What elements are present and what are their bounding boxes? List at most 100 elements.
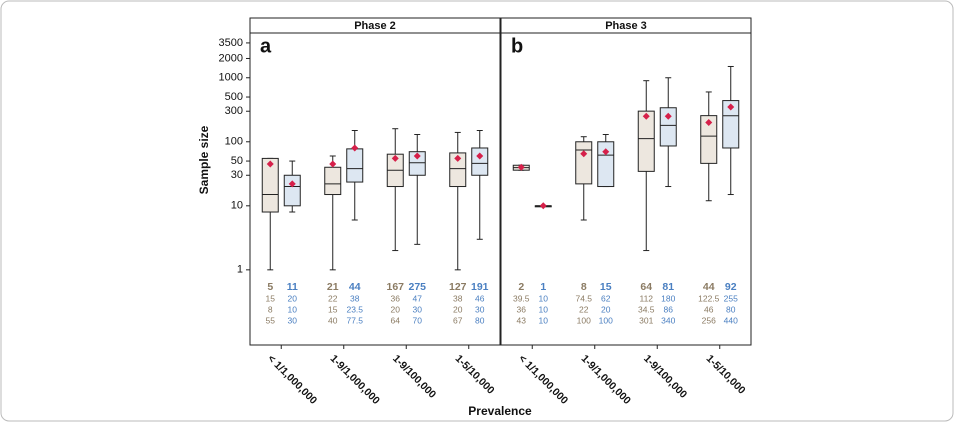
y-axis-label: Sample size <box>197 125 211 194</box>
box <box>637 110 655 172</box>
table-cell: 22 <box>328 293 338 303</box>
box <box>324 166 342 196</box>
table-cell: 43 <box>517 315 527 325</box>
table-cell: 86 <box>664 304 674 314</box>
x-tick-label: 1-9/1,000,000 <box>579 353 633 407</box>
box <box>597 141 615 188</box>
table-cell: 20 <box>601 304 611 314</box>
mean-marker <box>413 152 421 160</box>
table-cell: 440 <box>724 315 738 325</box>
table-cell: 38 <box>350 293 360 303</box>
panel-title: Phase 2 <box>354 20 396 32</box>
table-cell: 80 <box>726 304 736 314</box>
table-cell: 112 <box>639 293 653 303</box>
box <box>700 115 718 164</box>
table-cell: 180 <box>661 293 675 303</box>
table-cell: 39.5 <box>513 293 530 303</box>
table-cell: 301 <box>639 315 653 325</box>
table-cell: 8 <box>581 281 587 293</box>
mean-marker <box>539 202 547 210</box>
table-cell: 30 <box>475 304 485 314</box>
table-cell: 80 <box>475 315 485 325</box>
x-axis-label: Prevalence <box>468 404 532 418</box>
table-cell: 64 <box>391 315 401 325</box>
table-cell: 70 <box>413 315 423 325</box>
table-cell: 15 <box>266 293 276 303</box>
mean-marker <box>602 148 610 156</box>
x-tick-label: 1-9/100,000 <box>641 353 689 401</box>
table-cell: 36 <box>391 293 401 303</box>
mean-marker <box>664 112 672 120</box>
table-cell: 167 <box>386 281 404 293</box>
table-cell: 40 <box>328 315 338 325</box>
table-cell: 20 <box>391 304 401 314</box>
table-cell: 38 <box>453 293 463 303</box>
mean-marker <box>329 160 337 168</box>
panel-label: a <box>260 35 272 57</box>
y-tick-label: 1 <box>237 264 243 276</box>
mean-marker <box>391 154 399 162</box>
box <box>346 148 364 183</box>
mean-marker <box>288 180 296 188</box>
y-tick-label: 2000 <box>219 52 243 64</box>
table-cell: 30 <box>413 304 423 314</box>
table-cell: 44 <box>349 281 361 293</box>
x-tick-label: 1-9/100,000 <box>390 353 438 401</box>
mean-marker <box>517 163 525 171</box>
table-cell: 5 <box>267 281 273 293</box>
panel-header <box>500 17 752 34</box>
y-tick-label: 3500 <box>219 37 243 49</box>
box <box>471 147 489 176</box>
mean-marker <box>454 154 462 162</box>
table-cell: 275 <box>408 281 426 293</box>
table-cell: 74.5 <box>575 293 592 303</box>
y-tick-label: 50 <box>231 155 243 167</box>
panel-header <box>249 17 501 34</box>
table-cell: 81 <box>662 281 674 293</box>
table-cell: 92 <box>725 281 737 293</box>
table-cell: 77.5 <box>346 315 363 325</box>
table-cell: 2 <box>518 281 524 293</box>
box <box>449 152 467 188</box>
y-tick-label: 500 <box>225 91 243 103</box>
table-cell: 8 <box>268 304 273 314</box>
table-cell: 44 <box>703 281 715 293</box>
table-cell: 64 <box>640 281 652 293</box>
table-cell: 10 <box>288 304 298 314</box>
table-cell: 62 <box>601 293 611 303</box>
mean-marker <box>705 119 713 127</box>
table-cell: 34.5 <box>638 304 655 314</box>
table-cell: 20 <box>453 304 463 314</box>
x-tick-label: 1-5/10,000 <box>704 353 748 397</box>
panel-title: Phase 3 <box>605 20 647 32</box>
mean-marker <box>351 144 359 152</box>
table-cell: 191 <box>471 281 489 293</box>
table-cell: 256 <box>702 315 716 325</box>
mean-marker <box>476 152 484 160</box>
box <box>408 151 426 176</box>
table-cell: 127 <box>449 281 467 293</box>
y-tick-label: 10 <box>231 200 243 212</box>
table-cell: 15 <box>328 304 338 314</box>
mean-marker <box>580 150 588 158</box>
box <box>283 174 301 207</box>
table-cell: 11 <box>287 281 298 293</box>
table-cell: 21 <box>327 281 339 293</box>
table-cell: 55 <box>266 315 276 325</box>
table-cell: 22 <box>579 304 589 314</box>
y-tick-label: 100 <box>225 136 243 148</box>
table-cell: 10 <box>539 304 549 314</box>
x-tick-label: < 1/1,000,000 <box>265 353 319 407</box>
table-cell: 67 <box>453 315 463 325</box>
table-cell: 340 <box>661 315 675 325</box>
table-cell: 36 <box>517 304 527 314</box>
y-tick-label: 30 <box>231 169 243 181</box>
table-cell: 10 <box>539 293 549 303</box>
x-tick-label: 1-9/1,000,000 <box>328 353 382 407</box>
table-cell: 255 <box>724 293 738 303</box>
box <box>722 100 740 149</box>
table-cell: 15 <box>600 281 612 293</box>
mean-marker <box>727 103 735 111</box>
